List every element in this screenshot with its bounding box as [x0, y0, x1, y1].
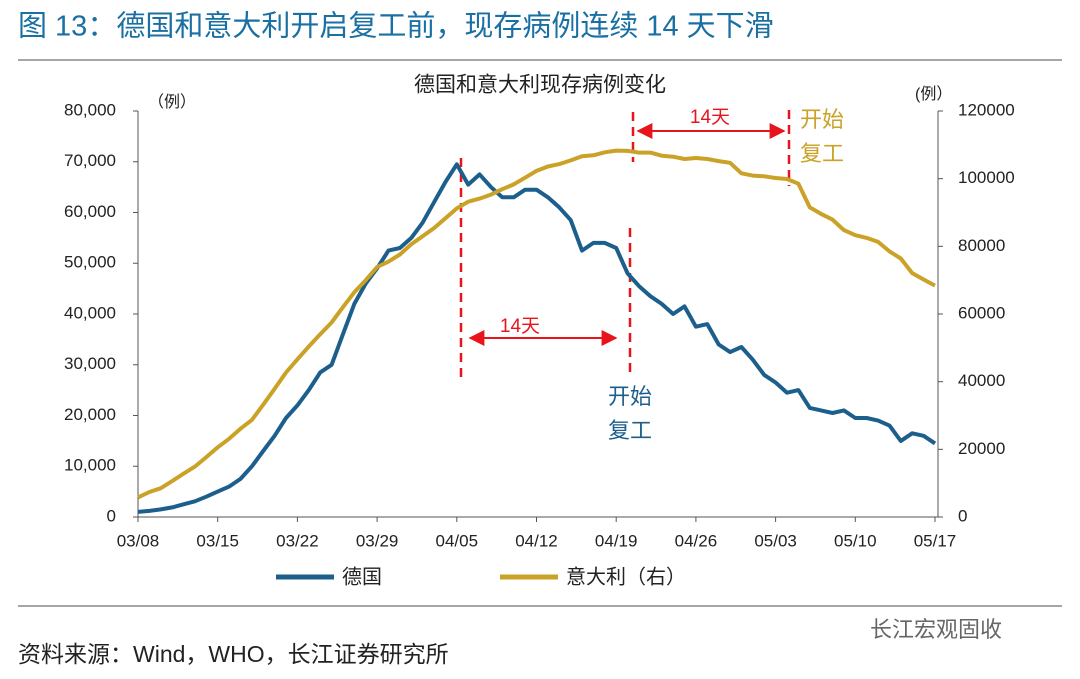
y2-tick-label: 120000	[958, 100, 1015, 119]
y-tick-label: 50,000	[64, 253, 116, 272]
series-line	[137, 162, 937, 514]
x-tick-label: 05/03	[754, 531, 797, 550]
figure-title: 图 13：德国和意大利开启复工前，现存病例连续 14 天下滑	[18, 10, 774, 43]
x-tick-label: 04/12	[515, 531, 558, 550]
x-tick-label: 04/19	[595, 531, 638, 550]
y-tick-label: 0	[107, 506, 116, 525]
annotation: 开始	[608, 384, 652, 409]
annotation: 14天	[500, 316, 540, 337]
annotation: 复工	[800, 141, 844, 166]
legend-label: 意大利（右）	[566, 565, 686, 588]
x-tick-label: 03/22	[276, 531, 319, 550]
watermark: 长江宏观固收	[870, 617, 1002, 642]
y-tick-label: 40,000	[64, 303, 116, 322]
y-tick-label: 70,000	[64, 151, 116, 170]
annotation: 复工	[608, 418, 652, 443]
x-tick-label: 03/08	[117, 531, 160, 550]
annotation: 14天	[690, 107, 730, 128]
x-tick-label: 03/29	[356, 531, 399, 550]
x-tick-label: 05/17	[914, 531, 957, 550]
y-tick-label: 10,000	[64, 456, 116, 475]
y2-tick-label: 80000	[958, 236, 1005, 255]
y2-tick-label: 40000	[958, 371, 1005, 390]
source: 资料来源：Wind，WHO，长江证券研究所	[18, 641, 449, 667]
chart-title: 德国和意大利现存病例变化	[414, 74, 666, 97]
series-line	[137, 148, 936, 500]
y2-unit: (例）	[915, 85, 952, 103]
y2-tick-label: 100000	[958, 168, 1015, 187]
y2-tick-label: 0	[958, 506, 967, 525]
x-tick-label: 03/15	[196, 531, 239, 550]
annotation: 开始	[800, 107, 844, 132]
y-tick-label: 60,000	[64, 202, 116, 221]
y-tick-label: 20,000	[64, 405, 116, 424]
x-tick-label: 05/10	[834, 531, 877, 550]
y-unit: （例）	[148, 93, 196, 111]
annotation-lines	[459, 110, 791, 378]
x-tick-label: 04/26	[675, 531, 718, 550]
y2-tick-label: 20000	[958, 439, 1005, 458]
legend-label: 德国	[342, 565, 382, 588]
y2-tick-label: 60000	[958, 303, 1005, 322]
x-tick-label: 04/05	[436, 531, 479, 550]
y-tick-label: 30,000	[64, 354, 116, 373]
y-tick-label: 80,000	[64, 100, 116, 119]
